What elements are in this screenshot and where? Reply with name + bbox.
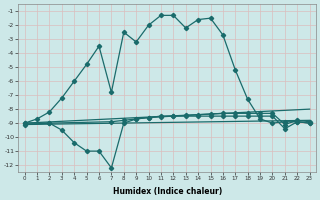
X-axis label: Humidex (Indice chaleur): Humidex (Indice chaleur) [113, 187, 222, 196]
